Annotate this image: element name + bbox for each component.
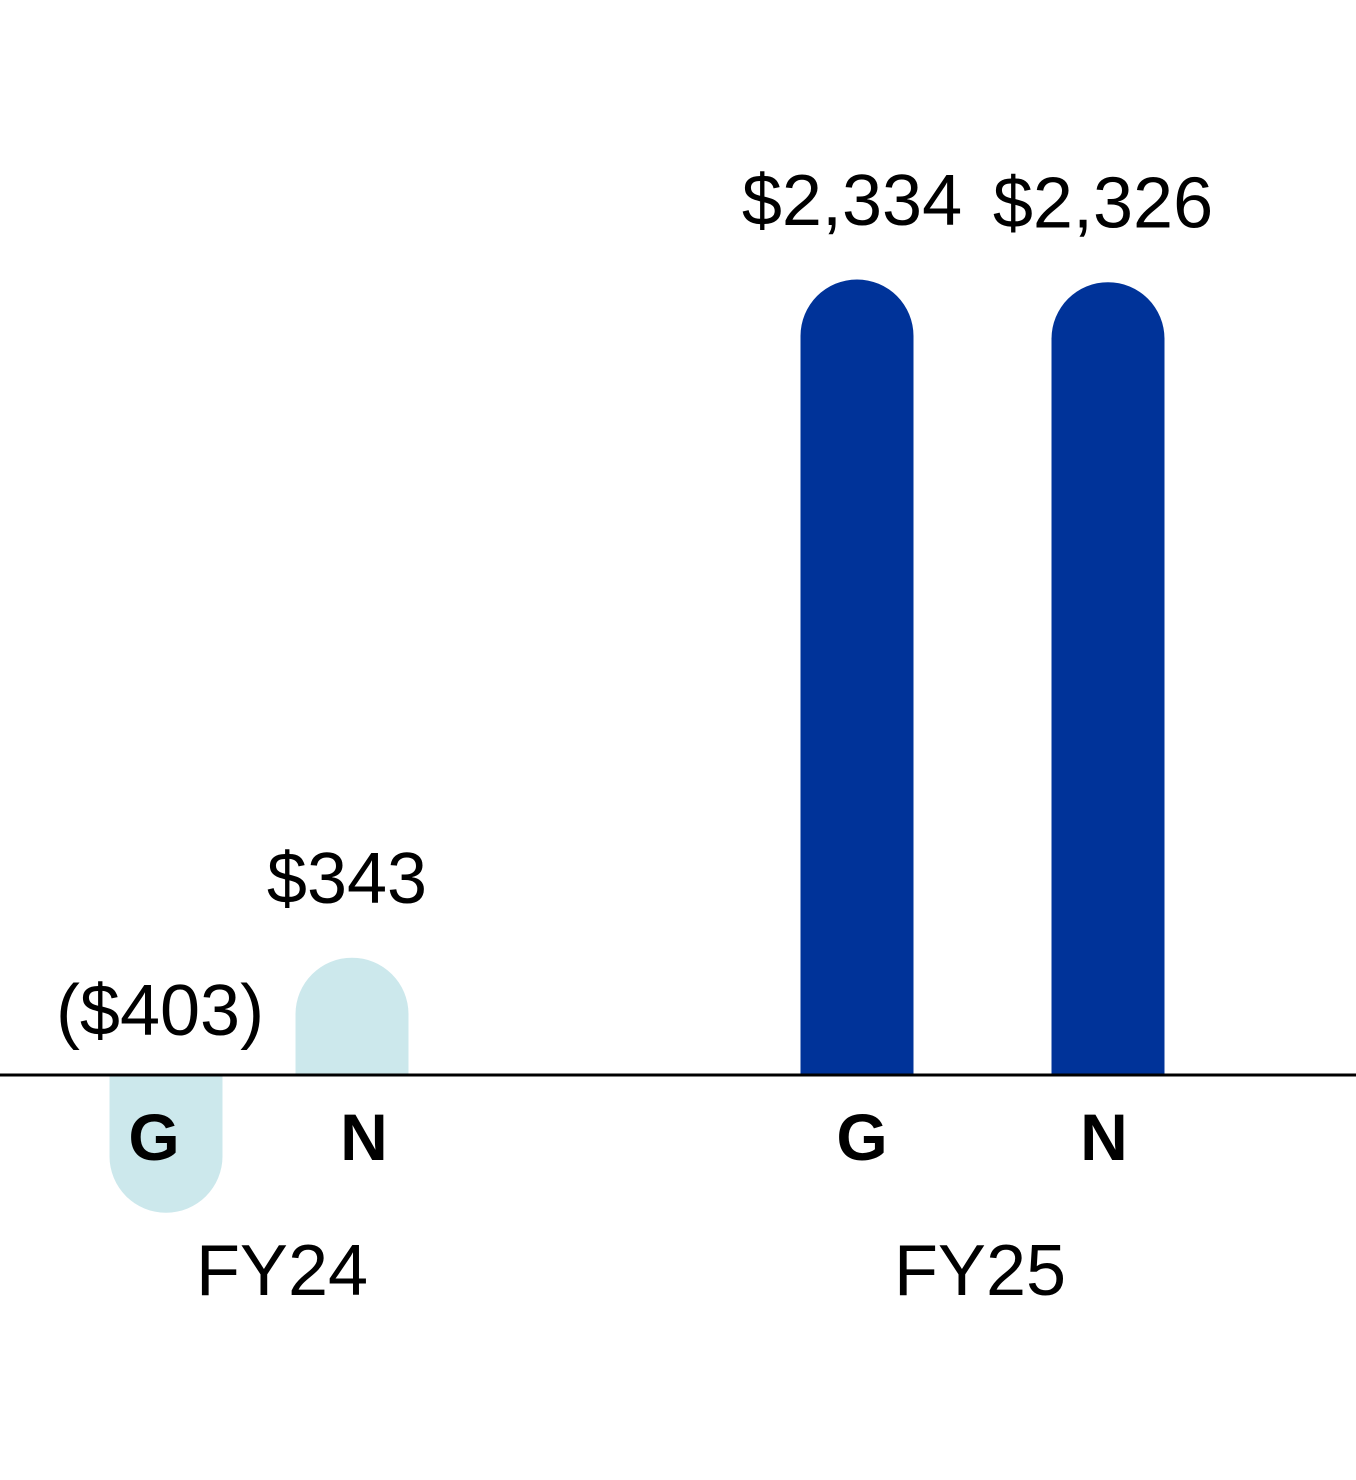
bar-fy24-n <box>295 957 409 1075</box>
value-label-fy25-n: $2,326 <box>993 164 1213 244</box>
category-label-fy25-g: G <box>836 1100 887 1174</box>
category-label-fy24-g: G <box>128 1100 179 1174</box>
bar-fy25-n <box>1051 282 1165 1075</box>
group-label-fy24: FY24 <box>196 1231 368 1311</box>
category-label-fy25-n: N <box>1080 1100 1128 1174</box>
bars-layer <box>109 279 1165 1213</box>
value-label-fy24-n: $343 <box>267 839 427 919</box>
group-label-fy25: FY25 <box>894 1231 1066 1311</box>
bar-fy24-g <box>109 1075 223 1213</box>
value-label-fy25-g: $2,334 <box>742 161 962 241</box>
category-label-fy24-n: N <box>340 1100 388 1174</box>
value-label-fy24-g: ($403) <box>56 971 264 1051</box>
bar-fy25-g <box>800 279 914 1075</box>
